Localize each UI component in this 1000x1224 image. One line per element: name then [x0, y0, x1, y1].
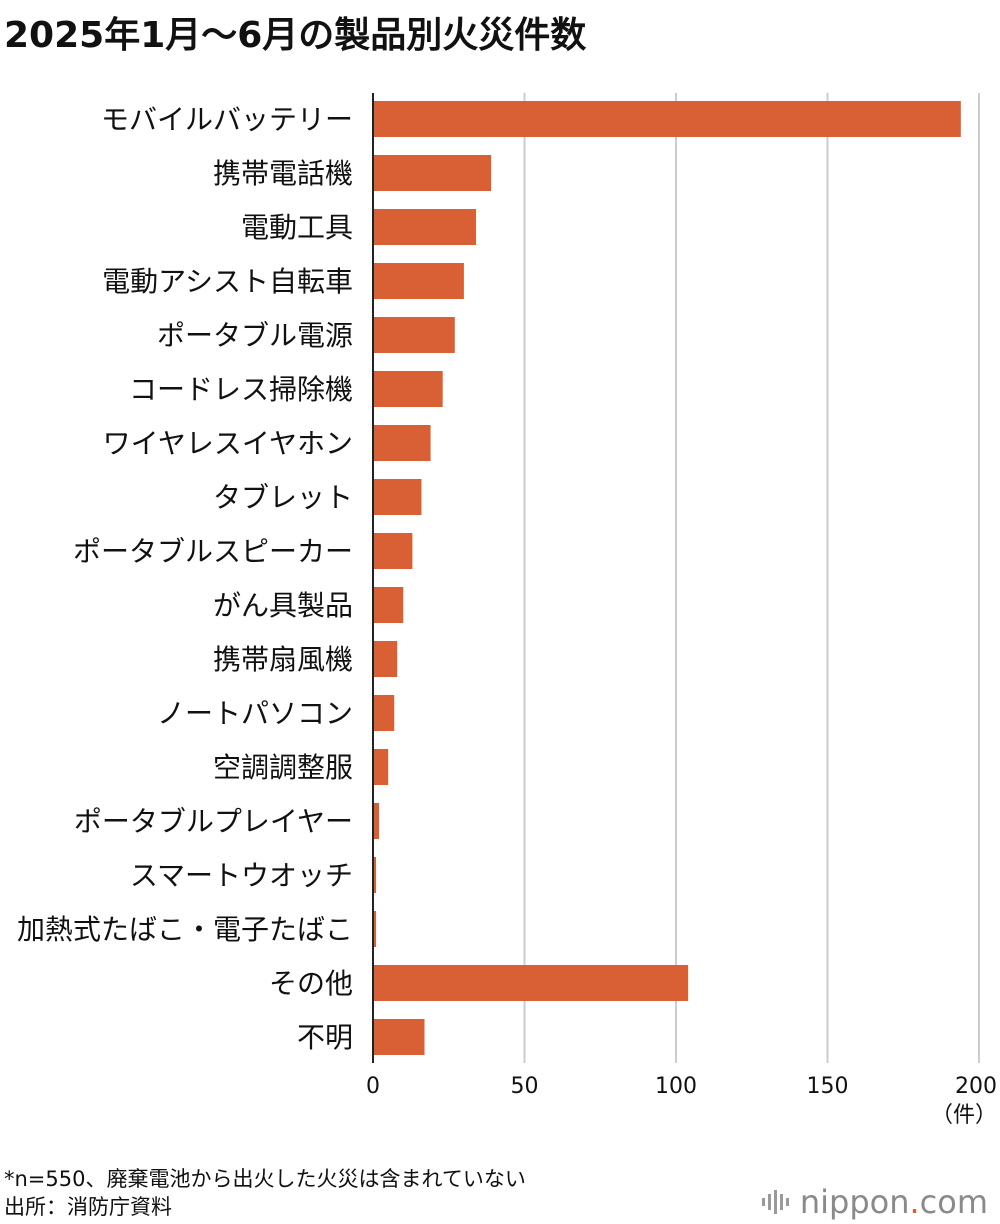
- bar-2: [373, 155, 492, 191]
- category-label-16: 加熱式たばこ・電子たばこ: [17, 913, 353, 946]
- category-label-13: 空調調整服: [213, 751, 353, 784]
- category-label-6: コードレス掃除機: [129, 373, 353, 406]
- bar-chart: モバイルバッテリー携帯電話機電動工具電動アシスト自転車ポータブル電源コードレス掃…: [17, 93, 997, 1128]
- footnote: *n=550、廃棄電池から出火した火災は含まれていない: [4, 1167, 526, 1191]
- category-label-14: ポータブルプレイヤー: [74, 805, 353, 838]
- category-label-1: モバイルバッテリー: [101, 103, 353, 136]
- bar-12: [373, 695, 395, 731]
- category-label-7: ワイヤレスイヤホン: [103, 427, 353, 460]
- x-tick-label-200: 200: [955, 1074, 997, 1099]
- category-label-2: 携帯電話機: [213, 157, 353, 190]
- bar-6: [373, 371, 443, 407]
- bar-15: [373, 857, 377, 893]
- source-note: 出所：消防庁資料: [4, 1195, 172, 1219]
- category-label-5: ポータブル電源: [157, 319, 353, 352]
- category-label-18: 不明: [297, 1021, 353, 1054]
- category-label-12: ノートパソコン: [157, 697, 353, 730]
- bar-8: [373, 479, 422, 515]
- bar-7: [373, 425, 431, 461]
- bar-18: [373, 1019, 425, 1055]
- category-label-4: 電動アシスト自転車: [102, 265, 353, 298]
- x-tick-label-100: 100: [655, 1074, 697, 1099]
- x-tick-label-0: 0: [366, 1074, 380, 1099]
- x-tick-label-50: 50: [511, 1074, 539, 1099]
- bar-1: [373, 101, 961, 137]
- x-tick-label-150: 150: [807, 1074, 849, 1099]
- bar-14: [373, 803, 380, 839]
- chart-title: 2025年1月〜6月の製品別火災件数: [4, 15, 587, 56]
- logo-text: nippon.com: [799, 1183, 988, 1221]
- x-unit-label: （件）: [931, 1103, 997, 1128]
- bar-5: [373, 317, 455, 353]
- bar-11: [373, 641, 398, 677]
- bar-17: [373, 965, 689, 1001]
- category-label-17: その他: [269, 967, 353, 1000]
- category-label-8: タブレット: [213, 481, 353, 514]
- category-label-10: がん具製品: [213, 589, 353, 622]
- category-label-9: ポータブルスピーカー: [73, 535, 353, 568]
- bar-13: [373, 749, 389, 785]
- bar-16: [373, 911, 377, 947]
- bar-3: [373, 209, 477, 245]
- nippon-wave-icon: [761, 1190, 789, 1214]
- category-label-3: 電動工具: [241, 211, 353, 244]
- bar-9: [373, 533, 413, 569]
- nippon-logo: nippon.com: [761, 1183, 988, 1221]
- category-label-11: 携帯扇風機: [213, 643, 353, 676]
- bar-10: [373, 587, 404, 623]
- category-label-15: スマートウオッチ: [130, 859, 353, 892]
- bar-4: [373, 263, 464, 299]
